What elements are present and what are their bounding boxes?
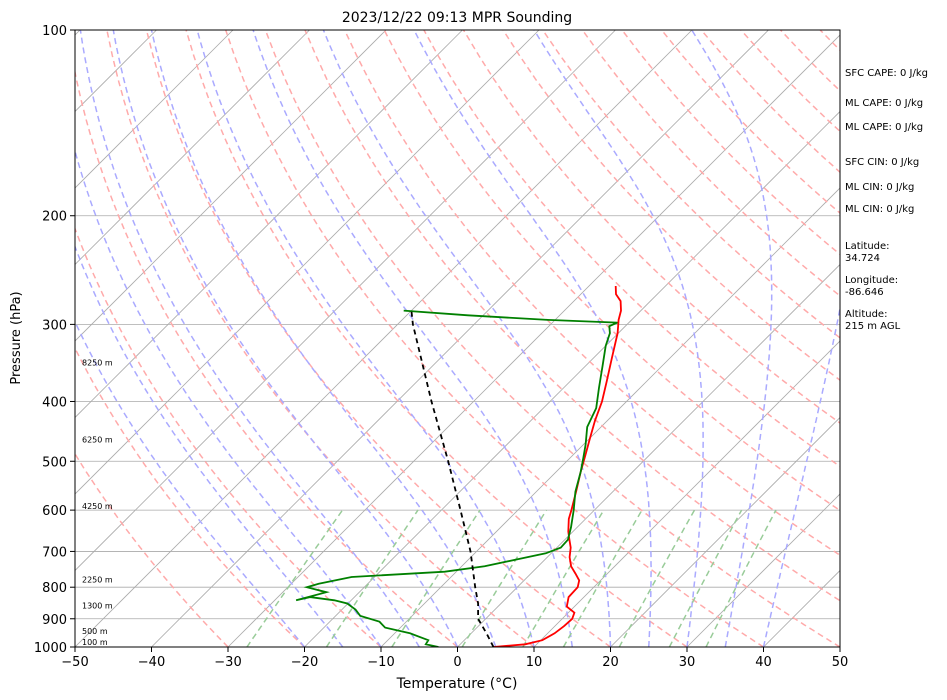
mixing-ratio-line [668,509,743,647]
y-tick-label: 300 [42,318,67,333]
isotherm-line [75,30,693,647]
mixing-ratio-line [325,509,419,647]
moist-adiabat-line [762,304,840,647]
dry-adiabat-line [423,30,840,468]
parcel-profile [410,310,495,647]
x-axis: −50 −40 −30 −20 −10 0 10 20 30 40 50 [61,647,848,670]
moist-adiabat-line [75,244,344,647]
moist-adiabat-line [413,30,652,647]
dewpoint-profile [295,309,618,647]
height-label: 1300 m [82,602,113,611]
temperature-profile [493,285,622,647]
moist-adiabat-line [691,30,773,647]
mixing-ratio-line [246,509,344,647]
dry-adiabat-line [343,30,840,557]
x-tick-label: 40 [755,655,772,670]
isotherm-line [75,30,540,495]
isotherm-line [75,30,463,419]
isotherm-line [686,493,840,647]
isotherm-line [227,34,840,647]
dry-adiabat-line [185,30,688,647]
isotherm-line [75,30,310,266]
chart-title: 2023/12/22 09:13 MPR Sounding [342,10,572,26]
moist-adiabat-line [252,30,574,647]
height-label: 8250 m [82,358,113,367]
isotherm-line [304,110,840,647]
x-tick-label: −30 [214,655,241,670]
height-label: 100 m [82,638,108,647]
moist-adiabat-line [533,30,704,647]
isotherm-line [75,30,387,342]
dry-adiabat-line [75,226,382,647]
mixing-ratio-line [562,509,643,647]
dry-adiabat-line [145,30,611,647]
dry-adiabat-line [304,30,840,602]
x-tick-label: −40 [138,655,165,670]
x-tick-label: −50 [61,655,88,670]
isotherm-line [610,416,840,647]
y-tick-label: 1000 [34,641,67,656]
sounding-annotation: ML CAPE: 0 J/kg [845,121,924,133]
height-labels: 100 m 500 m 1300 m 2250 m 4250 m 6250 m 8250 m [82,358,113,647]
sounding-annotation: ML CIN: 0 J/kg [845,181,915,193]
mixing-ratio-line [391,509,481,647]
y-tick-label: 400 [42,395,67,410]
sounding-annotation: ML CAPE: 0 J/kg [845,98,924,110]
plot-frame [74,29,841,648]
background-lines [0,30,840,647]
x-tick-label: 20 [602,655,619,670]
dry-adiabat-line [224,30,764,647]
dry-adiabat-line [264,30,840,647]
dry-adiabat-line [106,30,535,647]
x-tick-label: −10 [367,655,394,670]
y-tick-label: 900 [42,613,67,628]
isotherm-line [151,30,769,647]
x-tick-label: 0 [453,655,461,670]
mixing-ratio-line [705,509,777,647]
dry-adiabat-line [75,346,306,647]
height-label: 4250 m [82,502,113,511]
sounding-annotation: Longitude: -86.646 [845,274,899,298]
moist-adiabat-line [196,30,535,647]
y-axis-label: Pressure (hPa) [9,291,24,384]
moist-adiabat-line [150,30,497,647]
moist-adiabat-line [322,30,612,647]
height-label: 500 m [82,627,108,636]
x-tick-label: −20 [291,655,318,670]
isotherm-line [457,263,840,647]
y-tick-label: 800 [42,581,67,596]
y-tick-label: 600 [42,504,67,519]
isotherm-line [75,30,616,572]
isotherm-line [380,187,840,647]
x-tick-label: 50 [832,655,849,670]
mixing-ratio-line [618,509,696,647]
y-tick-label: 100 [42,24,67,39]
x-tick-label: 30 [679,655,696,670]
sounding-annotation: ML CIN: 0 J/kg [845,204,915,216]
y-tick-label: 200 [42,210,67,225]
sounding-annotation: SFC CAPE: 0 J/kg [845,68,928,80]
moist-adiabat-line [79,30,420,647]
x-axis-label: Temperature (°C) [396,676,518,692]
moist-adiabat-line [75,148,382,647]
series-lines [295,285,622,647]
sounding-annotation: SFC CIN: 0 J/kg [845,156,920,168]
height-label: 2250 m [82,575,113,584]
sounding-annotation: Altitude: 215 m AGL [845,309,901,333]
isotherm-line [75,30,234,189]
isotherm-line [533,340,840,647]
dry-adiabat-line [75,68,458,647]
height-label: 6250 m [82,436,113,445]
moist-adiabat-line [112,30,459,647]
mixing-ratio-line [461,509,548,647]
y-tick-label: 700 [42,545,67,560]
dry-adiabat-line [383,30,840,512]
mixing-ratio-line [522,509,605,647]
x-tick-label: 10 [526,655,543,670]
y-axis: 1000 900 800 700 600 500 400 300 200 100 [34,24,75,656]
y-tick-label: 500 [42,455,67,470]
sounding-annotation: Latitude: 34.724 [845,241,890,265]
isotherm-line [0,30,4,647]
